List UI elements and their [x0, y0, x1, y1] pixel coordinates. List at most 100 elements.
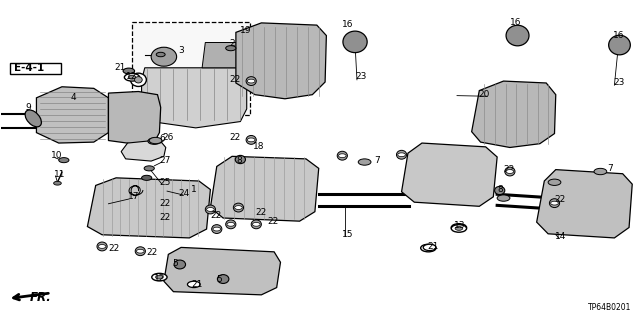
- Ellipse shape: [151, 47, 177, 66]
- Circle shape: [594, 168, 607, 175]
- Circle shape: [148, 138, 161, 144]
- Text: 5: 5: [172, 259, 178, 268]
- Circle shape: [54, 181, 61, 185]
- Text: 22: 22: [108, 244, 120, 253]
- Ellipse shape: [246, 136, 256, 144]
- Text: 13: 13: [454, 221, 465, 230]
- Ellipse shape: [205, 205, 216, 214]
- Circle shape: [550, 201, 558, 205]
- Polygon shape: [108, 92, 161, 144]
- Polygon shape: [36, 87, 108, 143]
- Polygon shape: [537, 170, 632, 238]
- Circle shape: [149, 137, 162, 144]
- Circle shape: [128, 75, 136, 79]
- Text: 22: 22: [159, 199, 171, 208]
- Text: 12: 12: [154, 274, 166, 283]
- Ellipse shape: [396, 150, 406, 159]
- Ellipse shape: [234, 203, 244, 212]
- Polygon shape: [141, 68, 246, 128]
- Text: 21: 21: [427, 242, 438, 251]
- Ellipse shape: [174, 260, 186, 269]
- Circle shape: [451, 224, 467, 231]
- Text: 16: 16: [342, 20, 354, 29]
- Ellipse shape: [97, 242, 107, 251]
- Text: 23: 23: [355, 72, 367, 81]
- Polygon shape: [211, 156, 319, 221]
- Text: 17: 17: [127, 192, 139, 201]
- Ellipse shape: [25, 110, 42, 127]
- Ellipse shape: [236, 155, 246, 164]
- Text: 9: 9: [26, 103, 31, 112]
- Text: 8: 8: [236, 156, 242, 165]
- Circle shape: [99, 245, 106, 249]
- Polygon shape: [401, 143, 497, 206]
- Text: 4: 4: [70, 93, 76, 102]
- Circle shape: [144, 166, 154, 171]
- Ellipse shape: [246, 77, 256, 85]
- Circle shape: [420, 244, 436, 252]
- Ellipse shape: [495, 186, 505, 195]
- Ellipse shape: [134, 77, 142, 83]
- Text: 3: 3: [179, 46, 184, 55]
- Text: 19: 19: [241, 26, 252, 35]
- Circle shape: [397, 153, 405, 157]
- Text: 5: 5: [217, 275, 223, 284]
- Text: 7: 7: [607, 164, 612, 173]
- Text: 21: 21: [191, 280, 203, 289]
- Circle shape: [358, 159, 371, 165]
- Ellipse shape: [337, 151, 348, 160]
- Text: 22: 22: [230, 75, 241, 84]
- Text: 14: 14: [554, 232, 566, 241]
- Circle shape: [141, 175, 152, 180]
- Text: 27: 27: [159, 156, 171, 165]
- Text: 11: 11: [54, 170, 65, 179]
- Circle shape: [156, 275, 163, 279]
- Text: 2: 2: [230, 39, 235, 48]
- Circle shape: [226, 46, 236, 51]
- Polygon shape: [121, 140, 166, 161]
- Text: 22: 22: [268, 217, 279, 226]
- Ellipse shape: [609, 35, 630, 55]
- Text: 25: 25: [159, 178, 171, 187]
- Polygon shape: [88, 178, 211, 238]
- Circle shape: [497, 195, 510, 201]
- Text: E-4-1: E-4-1: [14, 63, 44, 73]
- Text: 12: 12: [125, 72, 137, 81]
- Circle shape: [339, 154, 346, 158]
- Ellipse shape: [343, 31, 367, 53]
- Circle shape: [124, 73, 140, 81]
- Circle shape: [424, 246, 432, 250]
- Circle shape: [59, 158, 69, 163]
- Circle shape: [247, 79, 255, 83]
- Circle shape: [451, 225, 467, 232]
- Text: 10: 10: [51, 151, 63, 160]
- Polygon shape: [164, 248, 280, 295]
- Circle shape: [235, 206, 243, 210]
- Polygon shape: [472, 81, 556, 147]
- Ellipse shape: [549, 199, 559, 208]
- Text: 22: 22: [255, 208, 266, 217]
- Text: 22: 22: [230, 133, 241, 143]
- Ellipse shape: [251, 220, 261, 229]
- Text: 16: 16: [613, 31, 625, 40]
- Circle shape: [136, 249, 144, 253]
- Circle shape: [227, 222, 235, 226]
- Text: FR.: FR.: [30, 291, 52, 304]
- Text: 8: 8: [497, 185, 503, 194]
- Text: 26: 26: [162, 133, 173, 143]
- Text: 22: 22: [554, 196, 566, 204]
- Text: 23: 23: [613, 78, 625, 87]
- Circle shape: [188, 281, 200, 287]
- Ellipse shape: [131, 73, 147, 86]
- Ellipse shape: [218, 275, 229, 284]
- Text: 22: 22: [504, 165, 515, 174]
- Circle shape: [423, 244, 436, 250]
- Text: 7: 7: [374, 156, 380, 165]
- Text: 22: 22: [159, 212, 171, 222]
- Text: 18: 18: [253, 142, 264, 151]
- Ellipse shape: [506, 25, 529, 46]
- Circle shape: [506, 170, 514, 174]
- Ellipse shape: [135, 247, 145, 256]
- Text: 22: 22: [211, 211, 221, 220]
- Text: 22: 22: [147, 248, 158, 257]
